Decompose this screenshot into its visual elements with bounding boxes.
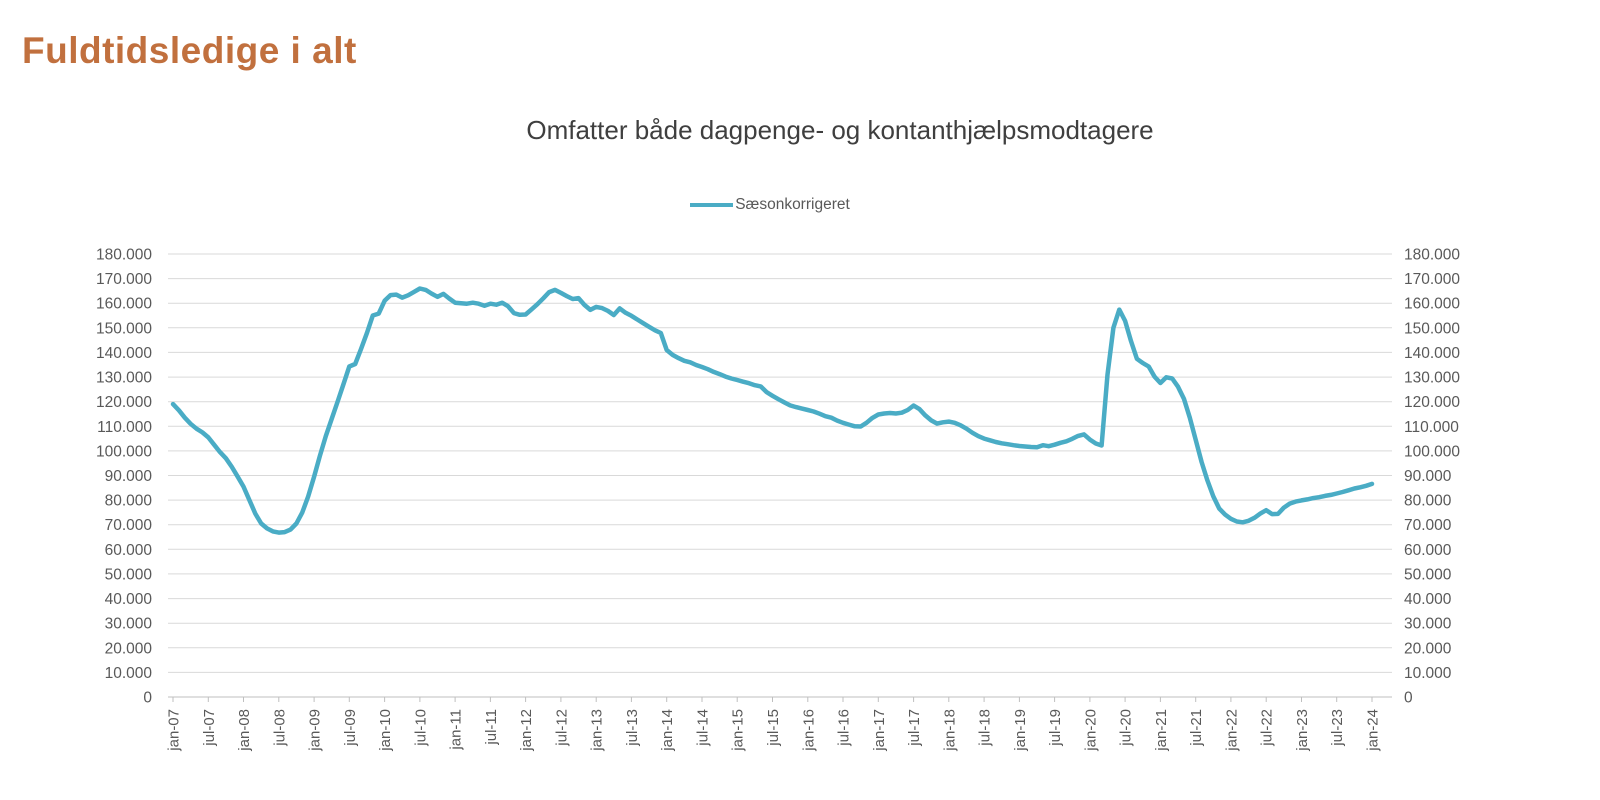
y-axis-labels-left: 180.000 170.000 160.000 150.000 140.000 130.0… <box>96 247 152 707</box>
x-axis-label: jan-13 <box>589 709 606 752</box>
x-axis-label: jul-08 <box>271 709 288 747</box>
x-axis-label: jan-22 <box>1223 709 1240 752</box>
x-axis-label: jan-07 <box>166 709 183 752</box>
chart-legend: Sæsonkorrigeret <box>168 196 1372 214</box>
x-axis-label: jul-09 <box>342 709 359 747</box>
y-axis-label-left: 50.000 <box>105 566 153 583</box>
x-axis-label: jan-09 <box>307 709 324 752</box>
x-axis-label: jul-13 <box>624 709 641 747</box>
series-line <box>170 286 1375 535</box>
y-axis-label-left: 150.000 <box>96 320 152 337</box>
chart-title: Omfatter både dagpenge- og kontanthjælps… <box>526 115 1154 145</box>
legend-line-swatch <box>690 202 734 208</box>
y-axis-label-right: 160.000 <box>1404 296 1460 313</box>
x-axis-label: jul-23 <box>1329 709 1346 747</box>
y-axis-label-right: 130.000 <box>1404 370 1460 387</box>
x-axis-label: jul-11 <box>483 709 500 746</box>
x-axis-label: jan-15 <box>730 709 747 752</box>
x-axis-label: jan-23 <box>1294 709 1311 752</box>
y-axis-label-left: 80.000 <box>105 493 153 510</box>
y-axis-label-left: 160.000 <box>96 296 152 313</box>
y-axis-label-right: 170.000 <box>1404 271 1460 288</box>
x-axis-label: jul-10 <box>412 709 429 747</box>
y-axis-label-left: 130.000 <box>96 370 152 387</box>
y-axis-label-right: 80.000 <box>1404 493 1452 510</box>
y-axis-label-right: 0 <box>1404 690 1413 707</box>
x-axis-label: jul-18 <box>977 709 994 747</box>
x-axis-label: jul-20 <box>1118 709 1135 747</box>
x-axis-label: jan-11 <box>448 709 465 751</box>
x-axis-label: jul-22 <box>1259 709 1276 747</box>
y-axis-label-left: 40.000 <box>105 591 153 608</box>
y-axis-label-left: 180.000 <box>96 247 152 264</box>
y-axis-label-right: 110.000 <box>1404 419 1459 436</box>
y-axis-label-left: 20.000 <box>105 640 153 657</box>
x-axis-label: jan-16 <box>800 709 817 752</box>
y-axis-label-left: 170.000 <box>96 271 152 288</box>
x-axis-label: jul-16 <box>836 709 853 747</box>
y-axis-label-right: 60.000 <box>1404 542 1452 559</box>
y-axis-label-left: 70.000 <box>105 517 153 534</box>
x-axis-label: jul-21 <box>1188 709 1205 747</box>
y-axis-label-left: 90.000 <box>105 468 153 485</box>
x-axis-label: jul-12 <box>553 709 570 747</box>
x-axis-label: jul-19 <box>1047 709 1064 747</box>
legend-label: Sæsonkorrigeret <box>735 196 850 213</box>
y-axis-label-right: 70.000 <box>1404 517 1452 534</box>
series-group <box>170 286 1375 535</box>
y-axis-label-left: 60.000 <box>105 542 153 559</box>
x-axis-label: jul-14 <box>695 709 712 747</box>
gridlines <box>168 253 1392 673</box>
x-axis-label: jan-10 <box>377 709 394 752</box>
page-title: Fuldtidsledige i alt <box>22 30 357 71</box>
x-axis-label: jul-07 <box>201 709 218 747</box>
y-axis-label-right: 120.000 <box>1404 394 1460 411</box>
x-axis-label: jan-20 <box>1082 709 1099 752</box>
y-axis-label-right: 180.000 <box>1404 247 1460 264</box>
x-axis-label: jan-18 <box>941 709 958 752</box>
y-axis-label-left: 0 <box>143 690 152 707</box>
y-axis-label-right: 10.000 <box>1404 665 1452 682</box>
y-axis-label-right: 40.000 <box>1404 591 1452 608</box>
y-axis-label-right: 140.000 <box>1404 345 1460 362</box>
y-axis-label-right: 90.000 <box>1404 468 1452 485</box>
y-axis-label-right: 50.000 <box>1404 566 1452 583</box>
x-axis-label: jan-17 <box>871 709 888 752</box>
y-axis-labels-right: 180.000 170.000 160.000 150.000 140.000 130.0… <box>1404 247 1460 707</box>
x-axis-label: jan-19 <box>1012 709 1029 752</box>
x-axis-label: jul-15 <box>765 709 782 747</box>
y-axis-label-right: 20.000 <box>1404 640 1452 657</box>
y-axis-label-left: 30.000 <box>105 616 153 633</box>
x-axis <box>168 696 1392 702</box>
x-axis-label: jan-14 <box>659 709 676 752</box>
x-axis-label: jan-21 <box>1153 709 1170 752</box>
x-axis-labels: jan-07 jul-07 jan-08 jul-08 jan-09 jul-09 jan-… <box>166 709 1382 752</box>
x-axis-label: jan-08 <box>236 709 253 752</box>
x-axis-label: jan-12 <box>518 709 535 752</box>
y-axis-label-right: 100.000 <box>1404 443 1460 460</box>
x-axis-label: jul-17 <box>906 709 923 747</box>
y-axis-label-right: 150.000 <box>1404 320 1460 337</box>
y-axis-label-left: 110.000 <box>97 419 152 436</box>
y-axis-label-left: 120.000 <box>96 394 152 411</box>
y-axis-label-left: 140.000 <box>96 345 152 362</box>
x-axis-label: jan-24 <box>1365 709 1382 752</box>
y-axis-label-left: 100.000 <box>96 443 152 460</box>
y-axis-label-right: 30.000 <box>1404 616 1452 633</box>
y-axis-label-left: 10.000 <box>105 665 153 682</box>
